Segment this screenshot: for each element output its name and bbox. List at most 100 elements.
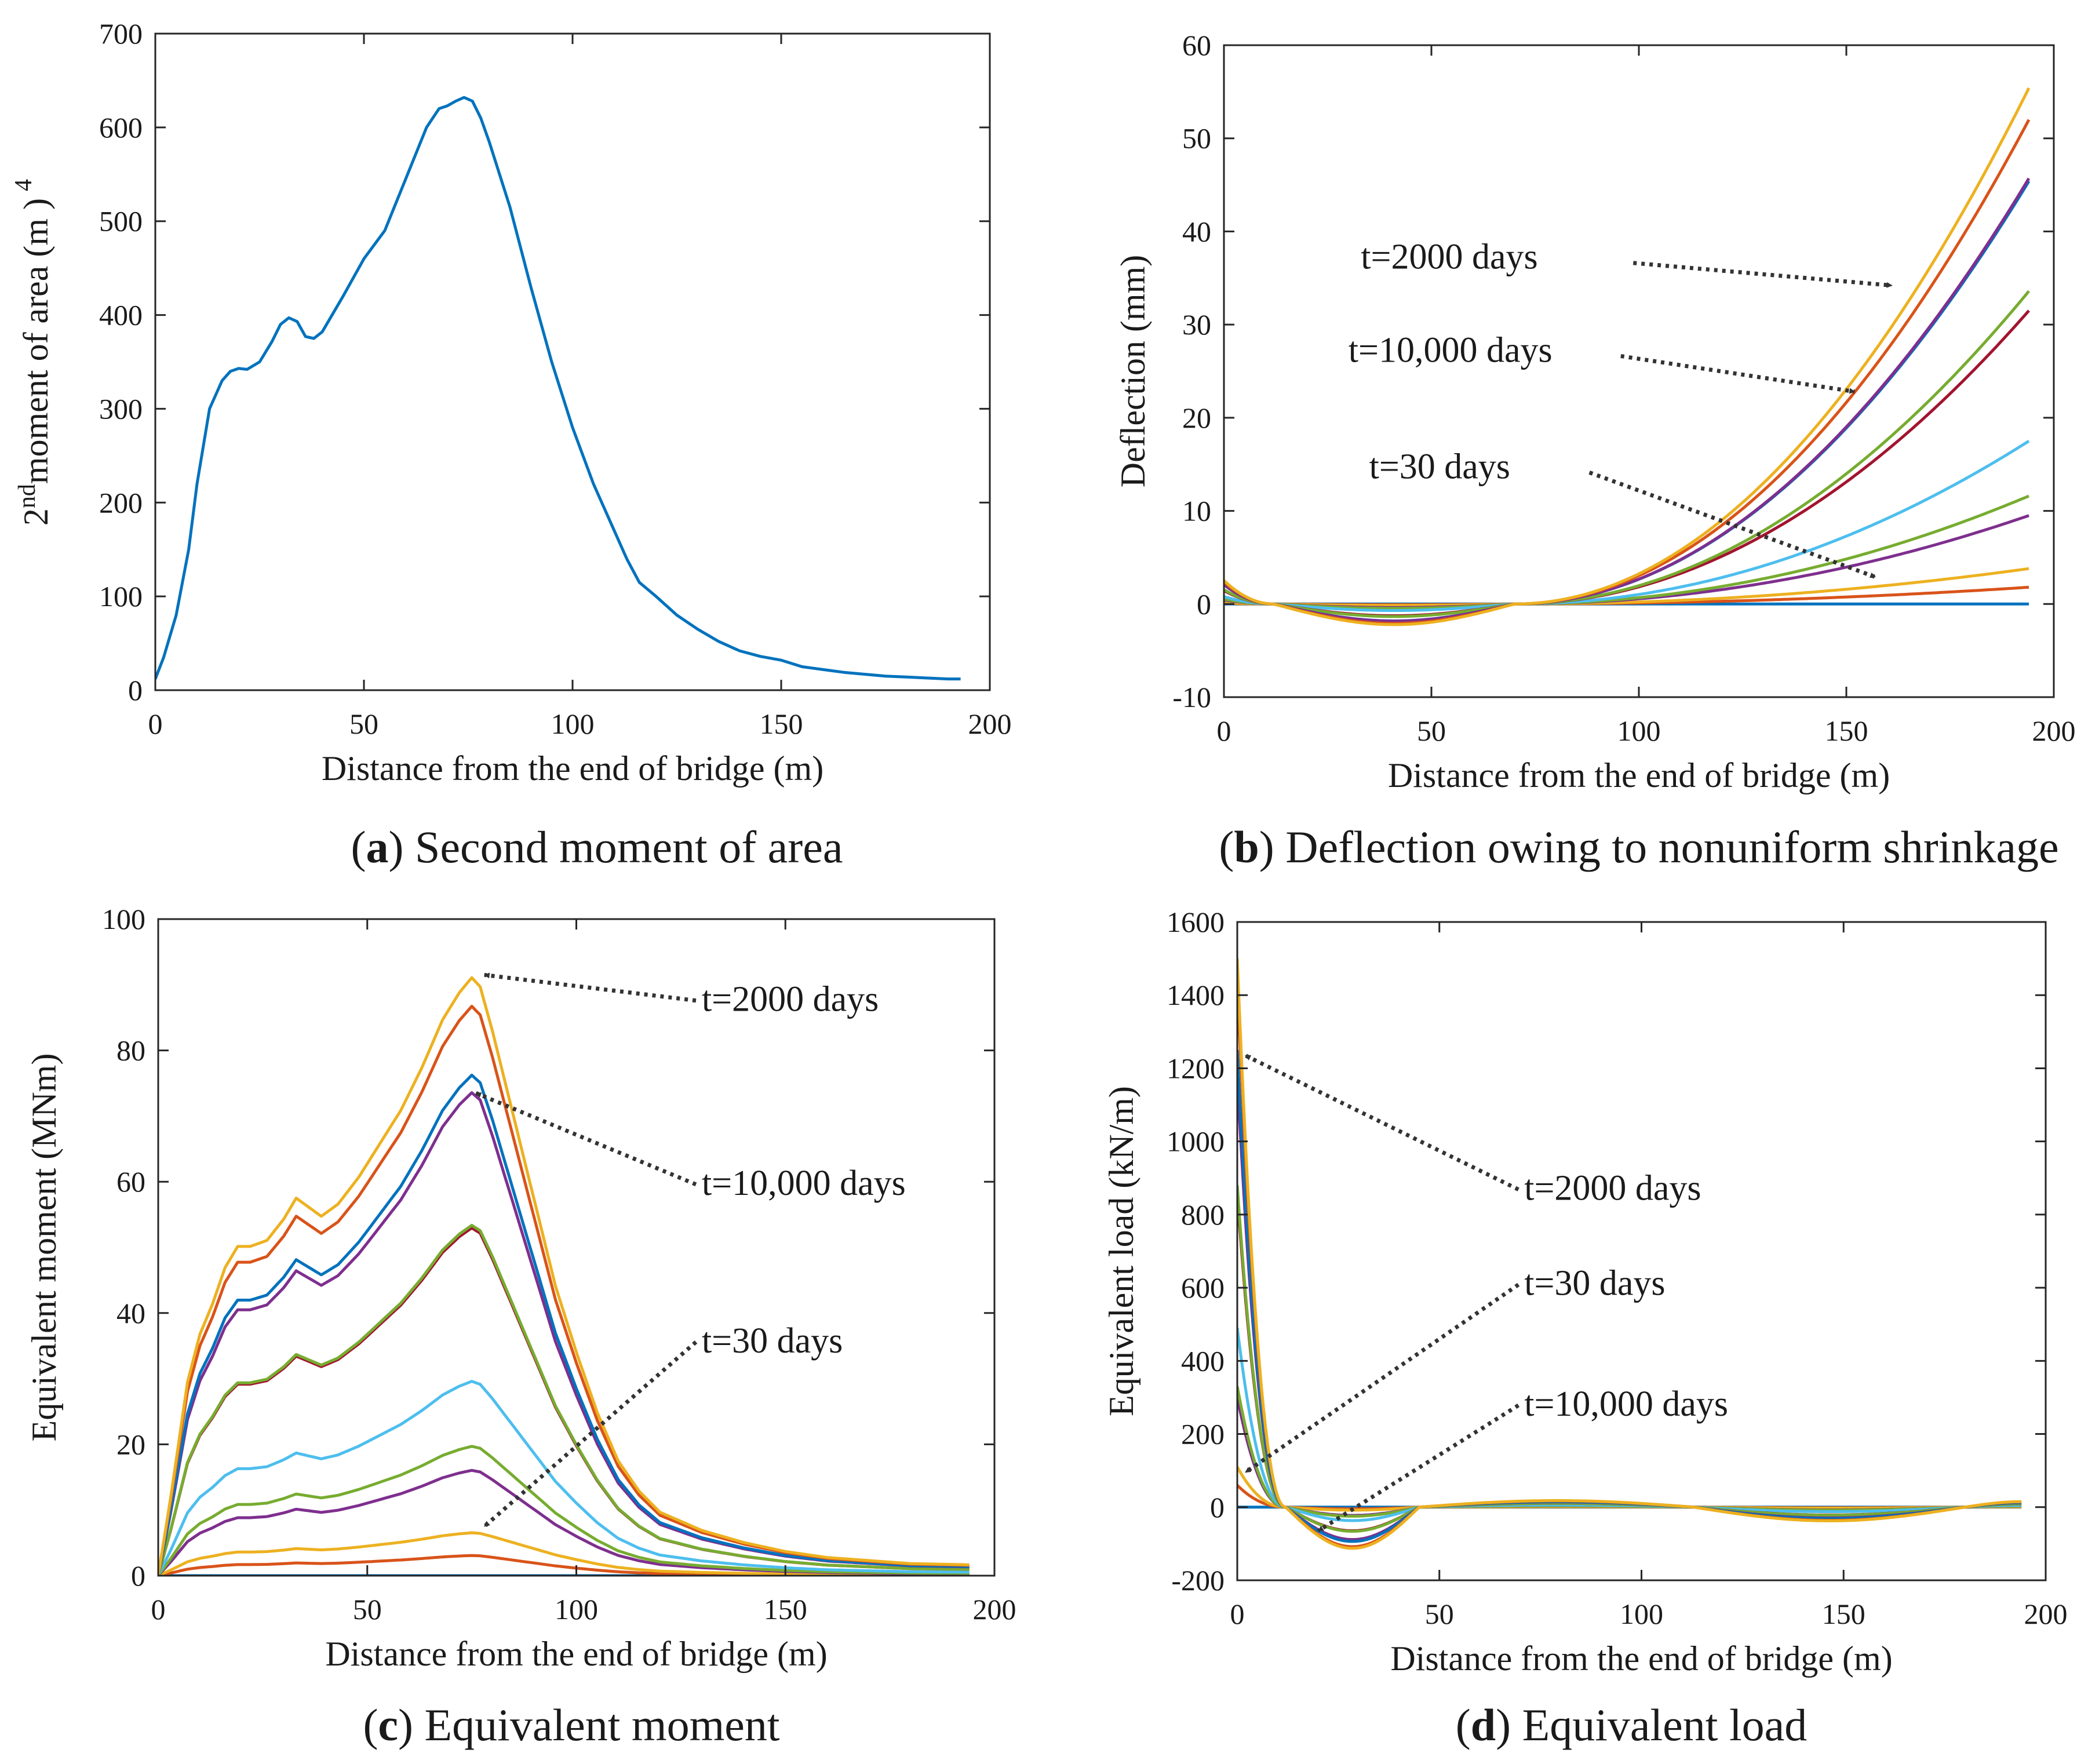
series-line — [158, 1380, 970, 1576]
y-tick-label: 50 — [1182, 122, 1211, 155]
series-line — [1224, 494, 2029, 610]
panel-caption: (d) Equivalent load — [1456, 1700, 1808, 1750]
annotation-label: t=2000 days — [1524, 1169, 1701, 1208]
annotation-arrow — [483, 972, 697, 1003]
annotation-label: t=10,000 days — [702, 1164, 906, 1203]
caption-text: Second moment of area — [403, 822, 843, 872]
annotation-label: t=30 days — [702, 1321, 843, 1361]
series-line — [158, 1223, 970, 1576]
y-tick-label: 400 — [99, 299, 143, 331]
annotation-label: t=2000 days — [1361, 238, 1537, 277]
x-tick-label: 0 — [1230, 1598, 1245, 1630]
caption-open-paren: ( — [1219, 822, 1234, 872]
series-line — [1237, 1075, 2022, 1541]
x-tick-label: 200 — [2024, 1598, 2068, 1630]
y-tick-label: 40 — [116, 1297, 145, 1329]
x-tick-label: 0 — [151, 1593, 166, 1625]
caption-close-paren: ) — [388, 822, 403, 872]
y-tick-label: 600 — [99, 111, 143, 144]
y-tick-label: 1600 — [1167, 906, 1225, 938]
panel-caption: (b) Deflection owing to nonuniform shrin… — [1219, 822, 2058, 872]
axes-box — [1236, 921, 2047, 1581]
x-tick-label: 200 — [2032, 715, 2076, 747]
x-axis-label: Distance from the end of bridge (m) — [325, 1635, 827, 1673]
x-axis-label: Distance from the end of bridge (m) — [1390, 1639, 1892, 1678]
annotation-label: t=30 days — [1524, 1264, 1665, 1303]
y-axis-label: 2ndmoment of area (m ) — [14, 198, 55, 526]
y-tick-label: -10 — [1172, 681, 1211, 713]
annotation-arrow — [1244, 1054, 1519, 1191]
y-tick-label: -200 — [1171, 1564, 1225, 1597]
series-group — [158, 976, 970, 1576]
series-group — [155, 96, 961, 681]
caption-close-paren: ) — [1496, 1700, 1511, 1750]
y-tick-label: 100 — [99, 580, 143, 613]
series-line — [1237, 1185, 2022, 1533]
x-tick-label: 150 — [760, 708, 803, 740]
y-tick-label: 1200 — [1167, 1052, 1225, 1084]
annotation-label: t=10,000 days — [1349, 330, 1553, 370]
y-axis-label: Equivalent moment (MNm) — [25, 1054, 63, 1442]
y-tick-label: 600 — [1181, 1271, 1225, 1304]
panel-caption: (c) Equivalent moment — [363, 1700, 779, 1750]
caption-letter: a — [366, 822, 388, 872]
series-group — [1237, 958, 2022, 1550]
series-line — [1224, 439, 2030, 612]
annotation-label: t=30 days — [1369, 447, 1510, 486]
series-line — [158, 1531, 970, 1576]
caption-open-paren: ( — [363, 1700, 378, 1750]
series-line — [158, 1445, 970, 1576]
y-tick-label: 1000 — [1167, 1125, 1225, 1158]
series-line — [1224, 119, 2031, 625]
x-axis-label: Distance from the end of bridge (m) — [322, 749, 823, 788]
series-line — [1237, 958, 2022, 1550]
y-tick-label: 0 — [1210, 1491, 1225, 1524]
annotation-label: t=10,000 days — [1524, 1384, 1728, 1424]
y-tick-label: 20 — [1182, 402, 1211, 434]
x-tick-label: 50 — [353, 1593, 382, 1625]
y-tick-label: 40 — [1182, 215, 1211, 247]
caption-open-paren: ( — [1456, 1700, 1471, 1750]
caption-letter: c — [378, 1700, 398, 1750]
x-tick-label: 100 — [551, 708, 595, 740]
series-group — [1224, 87, 2031, 626]
caption-open-paren: ( — [351, 822, 366, 872]
x-tick-label: 100 — [1620, 1598, 1663, 1630]
y-tick-label: 200 — [99, 486, 143, 519]
panel-d: 0 50 100 150 200-200020040060080010001200140… — [1102, 906, 2068, 1750]
series-line — [158, 1073, 970, 1576]
annotation-arrow — [1620, 353, 1856, 394]
x-tick-label: 50 — [349, 708, 378, 740]
series-line — [155, 96, 961, 681]
caption-letter: d — [1471, 1700, 1496, 1750]
x-tick-label: 0 — [148, 708, 163, 740]
annotation-arrow — [1244, 1282, 1520, 1474]
y-axis-label: Equivalent load (kN/m) — [1102, 1086, 1140, 1416]
y-tick-label: 800 — [1181, 1198, 1225, 1231]
x-axis-label: Distance from the end of bridge (m) — [1388, 756, 1890, 794]
series-line — [1224, 180, 2031, 622]
panel-c: 0 50 100 150 200 0 20 40 60 80 100 Distance from th… — [25, 903, 1016, 1750]
y-tick-label: 500 — [99, 205, 143, 238]
series-line — [1224, 177, 2031, 623]
x-tick-label: 100 — [555, 1593, 598, 1625]
y-tick-label: 60 — [116, 1165, 145, 1198]
y-tick-label: 10 — [1182, 495, 1211, 527]
y-label-prefix: 2 — [17, 508, 55, 526]
annotation-arrow — [1317, 1404, 1520, 1533]
y-tick-label: 0 — [1197, 588, 1211, 620]
y-tick-label: 80 — [116, 1034, 145, 1067]
y-tick-label: 0 — [131, 1559, 145, 1592]
series-line — [1237, 1328, 2022, 1522]
x-tick-label: 150 — [764, 1593, 807, 1625]
caption-close-paren: ) — [1259, 822, 1274, 872]
caption-text: Equivalent load — [1511, 1700, 1807, 1750]
y-label-unit-superscript: 4 — [10, 179, 37, 191]
annotation-arrow — [1588, 471, 1876, 579]
y-label-superscript: nd — [14, 484, 41, 508]
x-tick-label: 0 — [1217, 715, 1231, 747]
y-tick-label: 700 — [99, 17, 143, 50]
x-tick-label: 200 — [968, 708, 1012, 740]
x-tick-label: 200 — [973, 1593, 1016, 1625]
